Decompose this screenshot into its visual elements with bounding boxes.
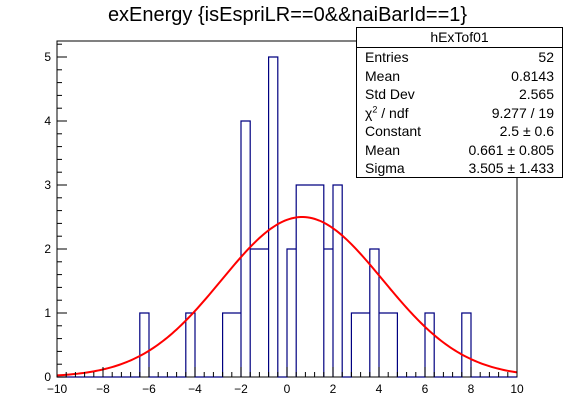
histogram-bin bbox=[351, 313, 369, 377]
histogram-bin bbox=[462, 313, 471, 377]
histogram-bin bbox=[370, 249, 379, 377]
stats-value: 2.5 ± 0.6 bbox=[499, 123, 554, 139]
stats-row-std-dev: Std Dev 2.565 bbox=[357, 85, 562, 104]
histogram-bin bbox=[269, 57, 278, 377]
stats-label: Std Dev bbox=[365, 86, 415, 102]
x-tick-label: 10 bbox=[510, 382, 524, 396]
y-tick-label: 5 bbox=[44, 50, 51, 64]
x-tick-label: 0 bbox=[284, 382, 291, 396]
histogram-bin bbox=[333, 185, 342, 377]
x-tick-label: −8 bbox=[96, 382, 110, 396]
y-tick-label: 3 bbox=[44, 178, 51, 192]
x-tick-label: −10 bbox=[47, 382, 68, 396]
y-tick-label: 4 bbox=[44, 114, 51, 128]
histogram-bin bbox=[379, 313, 397, 377]
stats-value: 0.661 ± 0.805 bbox=[468, 141, 554, 158]
stats-value: 2.565 bbox=[518, 86, 554, 102]
x-tick-label: 2 bbox=[330, 382, 337, 396]
x-tick-label: 4 bbox=[376, 382, 383, 396]
histogram-bin bbox=[296, 185, 324, 377]
stats-value: 3.505 ± 1.433 bbox=[468, 160, 554, 176]
histogram-bin bbox=[250, 249, 268, 377]
stats-label: Constant bbox=[365, 123, 422, 139]
y-tick-label: 0 bbox=[44, 370, 51, 384]
stats-value: 52 bbox=[538, 49, 554, 65]
stats-row-mean: Mean 0.8143 bbox=[357, 67, 562, 86]
stats-value: 0.8143 bbox=[511, 67, 554, 84]
histogram-bin bbox=[223, 313, 241, 377]
x-tick-label: 8 bbox=[468, 382, 475, 396]
stats-row-constant: Constant 2.5 ± 0.6 bbox=[357, 122, 562, 141]
stats-row-fit-mean: Mean 0.661 ± 0.805 bbox=[357, 141, 562, 160]
chart-title: exEnergy {isEspriLR==0&&naiBarId==1} bbox=[107, 4, 468, 26]
x-tick-label: −6 bbox=[142, 382, 156, 396]
stats-row-entries: Entries 52 bbox=[357, 48, 562, 67]
histogram-bin bbox=[186, 313, 195, 377]
histogram-outline bbox=[57, 56, 517, 378]
histogram-bin bbox=[425, 313, 434, 377]
stats-row-sigma: Sigma 3.505 ± 1.433 bbox=[357, 159, 562, 178]
x-tick-label: −2 bbox=[234, 382, 248, 396]
y-tick-label: 1 bbox=[44, 306, 51, 320]
stats-box: hExTof01 Entries 52 Mean 0.8143 Std Dev … bbox=[356, 27, 563, 178]
stats-label: Mean bbox=[365, 141, 401, 158]
x-tick-label: −4 bbox=[188, 382, 202, 396]
gaussian-fit-curve bbox=[56, 216, 518, 377]
stats-row-chi2-ndf: χ2 / ndf 9.277 / 19 bbox=[357, 104, 562, 123]
stats-label: Entries bbox=[365, 49, 409, 65]
stats-label: Sigma bbox=[365, 160, 405, 176]
stats-label: Mean bbox=[365, 67, 401, 84]
stats-histogram-name: hExTof01 bbox=[357, 28, 562, 48]
histogram-bin bbox=[140, 313, 149, 377]
x-tick-label: 6 bbox=[422, 382, 429, 396]
histogram-bin bbox=[287, 249, 296, 377]
histogram-bin bbox=[324, 249, 333, 377]
stats-label-chi2: χ2 / ndf bbox=[365, 103, 409, 121]
y-tick-label: 2 bbox=[44, 242, 51, 256]
stats-value: 9.277 / 19 bbox=[491, 104, 554, 121]
